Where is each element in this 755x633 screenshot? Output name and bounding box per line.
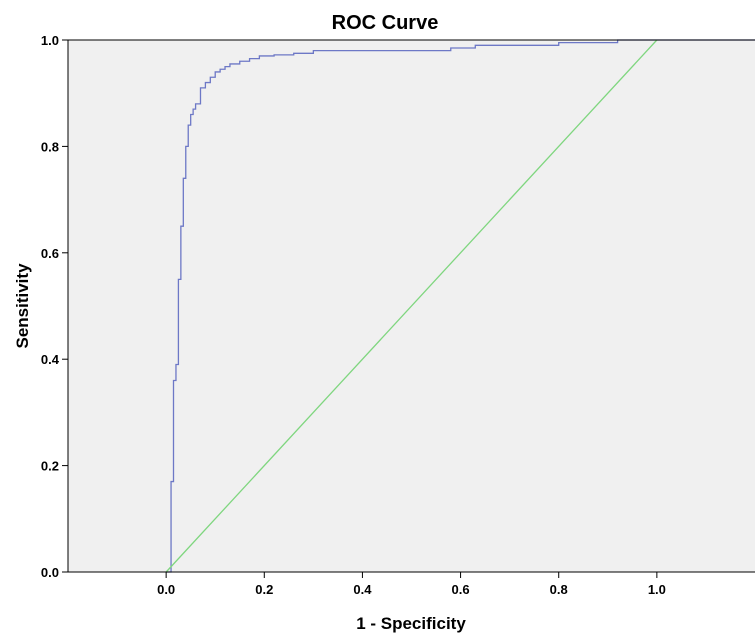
y-tick-label: 0.2 <box>41 459 59 474</box>
axes-layer: 0.0 0.2 0.4 0.6 0.8 1.0 0.0 0.2 0.4 0.6 0.8 1.0 <box>41 33 755 597</box>
x-tick-label: 1.0 <box>648 582 666 597</box>
y-axis-label: Sensitivity <box>13 263 32 349</box>
x-tick-label: 0.2 <box>255 582 273 597</box>
x-tick-label: 0.6 <box>452 582 470 597</box>
x-tick-label: 0.4 <box>353 582 372 597</box>
y-tick-label: 0.6 <box>41 246 59 261</box>
chart-title: ROC Curve <box>332 12 439 34</box>
y-tick-label: 0.8 <box>41 139 59 154</box>
x-tick-label: 0.0 <box>157 582 175 597</box>
reference-diagonal-line <box>165 39 658 573</box>
y-tick-label: 0.0 <box>41 565 59 580</box>
x-tick-label: 0.8 <box>550 582 568 597</box>
y-tick-label: 1.0 <box>41 33 59 48</box>
series-layer <box>165 39 755 573</box>
roc-curve-line <box>166 39 755 573</box>
y-tick-label: 0.4 <box>41 352 60 367</box>
x-axis-label: 1 - Specificity <box>356 614 466 633</box>
